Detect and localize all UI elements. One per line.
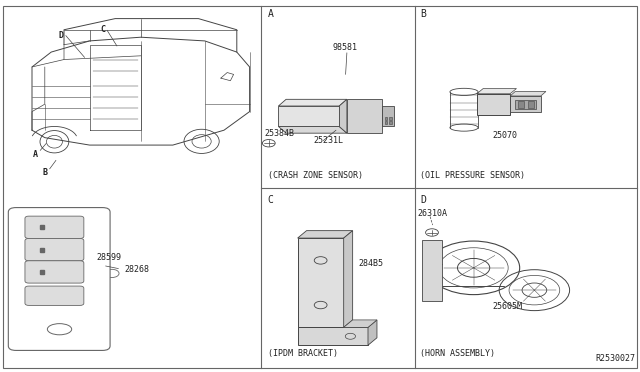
Text: 25605M: 25605M	[493, 302, 523, 311]
Text: 28599: 28599	[96, 253, 121, 262]
Text: C: C	[268, 195, 273, 205]
Text: (CRASH ZONE SENSOR): (CRASH ZONE SENSOR)	[268, 171, 362, 180]
Text: (IPDM BRACKET): (IPDM BRACKET)	[268, 349, 337, 358]
Text: B: B	[42, 169, 47, 177]
Polygon shape	[477, 89, 516, 94]
FancyBboxPatch shape	[25, 261, 84, 283]
Text: D: D	[420, 195, 426, 205]
Bar	[385, 117, 387, 120]
Polygon shape	[510, 92, 546, 96]
Text: 25070: 25070	[493, 131, 518, 140]
FancyBboxPatch shape	[25, 216, 84, 238]
Bar	[510, 96, 541, 112]
Bar	[298, 327, 368, 345]
Text: A: A	[268, 9, 273, 19]
Text: 25231L: 25231L	[314, 136, 344, 145]
Bar	[389, 117, 392, 120]
Text: 284B5: 284B5	[358, 259, 383, 268]
Text: 25384B: 25384B	[264, 129, 294, 138]
Text: 98581: 98581	[333, 43, 358, 52]
Text: A: A	[33, 150, 38, 159]
Bar	[347, 99, 382, 133]
Bar	[389, 121, 392, 124]
Polygon shape	[278, 99, 347, 106]
Bar	[528, 101, 534, 108]
Bar	[385, 121, 387, 124]
Polygon shape	[298, 231, 353, 238]
Polygon shape	[344, 231, 353, 327]
Text: (OIL PRESSURE SENSOR): (OIL PRESSURE SENSOR)	[420, 171, 525, 180]
Polygon shape	[278, 126, 347, 133]
Text: R2530027: R2530027	[595, 354, 636, 363]
Bar	[515, 100, 536, 109]
Text: (HORN ASSEMBLY): (HORN ASSEMBLY)	[420, 349, 495, 358]
FancyBboxPatch shape	[25, 238, 84, 261]
Bar	[382, 106, 394, 126]
Polygon shape	[339, 99, 347, 133]
FancyBboxPatch shape	[8, 208, 110, 350]
Text: C: C	[100, 25, 105, 34]
Bar	[518, 101, 524, 108]
FancyBboxPatch shape	[25, 286, 84, 305]
Text: 26310A: 26310A	[418, 209, 448, 218]
Bar	[422, 240, 442, 301]
Text: D: D	[58, 31, 63, 40]
Polygon shape	[368, 320, 377, 345]
Polygon shape	[344, 320, 377, 327]
Text: 28268: 28268	[125, 265, 150, 274]
Bar	[298, 238, 344, 327]
Bar	[477, 94, 510, 115]
Bar	[278, 106, 339, 126]
Text: B: B	[420, 9, 426, 19]
